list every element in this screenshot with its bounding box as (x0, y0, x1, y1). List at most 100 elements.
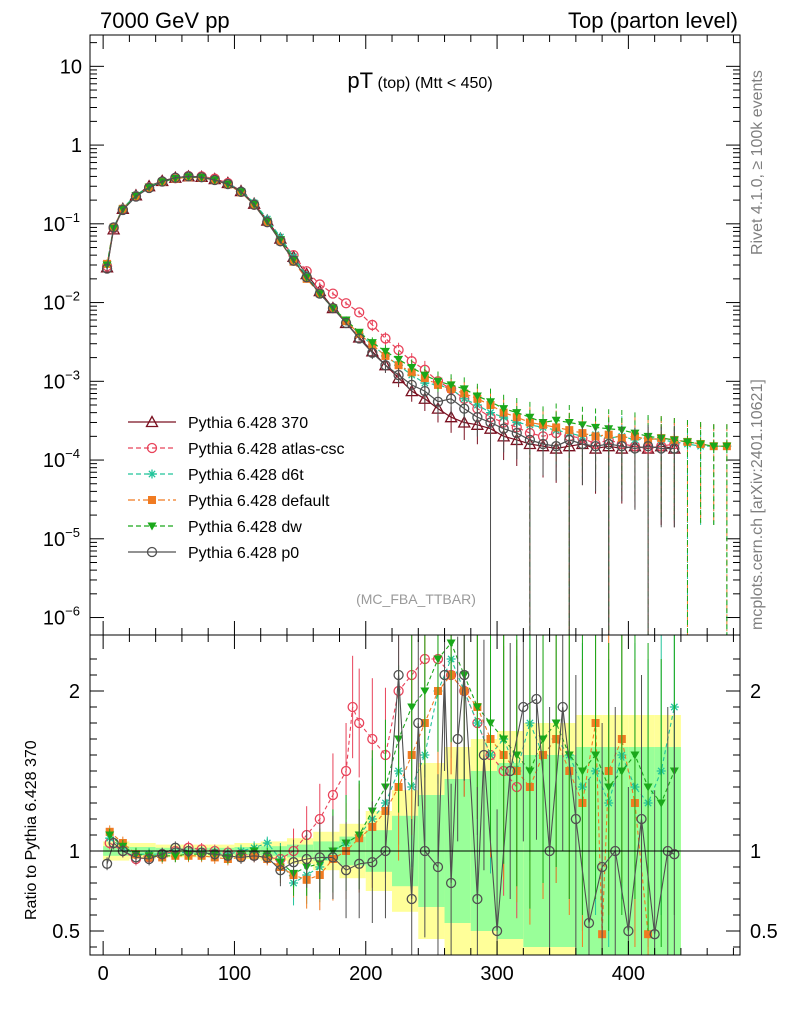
ratio-data-point (413, 717, 424, 729)
ratio-y-tick-label-left: 0.5 (52, 921, 80, 943)
legend-marker (146, 546, 158, 558)
data-point (551, 416, 561, 425)
x-tick-label: 200 (349, 963, 382, 985)
data-point (393, 369, 404, 381)
ratio-data-point (367, 857, 378, 868)
ratio-data-point (439, 669, 450, 681)
data-point (367, 339, 377, 348)
data-point (394, 361, 403, 370)
series-1 (101, 170, 680, 635)
data-point (340, 298, 352, 309)
y-tick-label: 10−1 (43, 210, 80, 236)
ratio-series (101, 635, 680, 955)
ratio-data-point (649, 929, 660, 940)
data-point (354, 307, 365, 318)
ratio-data-point (636, 813, 647, 825)
legend-marker (146, 442, 158, 454)
data-point (446, 381, 456, 390)
data-point (209, 174, 220, 186)
data-point (380, 347, 390, 356)
ratio-data-point (275, 865, 286, 876)
data-point (457, 415, 471, 428)
series-line (106, 175, 675, 450)
plot-title-cut: (Mtt < 450) (415, 75, 493, 92)
data-point (301, 272, 312, 283)
ratio-data-point (420, 687, 430, 696)
y-tick-label: 10−3 (43, 367, 80, 393)
legend-label: Pythia 6.428 dw (188, 519, 302, 536)
ratio-data-point (557, 701, 568, 713)
plot-title-sub: (top) (377, 75, 410, 92)
data-point (552, 423, 561, 432)
ratio-data-point (406, 893, 417, 905)
data-point (564, 434, 575, 446)
ratio-data-point (505, 765, 516, 777)
data-point (394, 355, 404, 364)
ratio-data-point (525, 767, 535, 776)
ratio-y-tick-label-right: 2 (750, 681, 761, 703)
series-line (106, 175, 675, 450)
ratio-data-point (209, 849, 220, 860)
legend-label: Pythia 6.428 370 (188, 415, 308, 432)
ratio-data-point (170, 842, 181, 853)
data-point (512, 409, 522, 418)
data-point (459, 385, 469, 394)
ratio-data-point (518, 701, 529, 713)
ratio-data-point (407, 703, 417, 712)
ratio-data-point (531, 693, 542, 705)
data-point (130, 191, 142, 202)
legend: Pythia 6.428 370 Pythia 6.428 atlas-csc Py… (128, 415, 345, 562)
rivet-label: Rivet 4.1.0, ≥ 100k events (749, 70, 766, 255)
data-point (196, 172, 207, 183)
ratio-data-point (143, 853, 155, 865)
data-point (367, 319, 378, 331)
data-point (380, 333, 391, 344)
series-line (106, 175, 727, 447)
data-point (406, 379, 417, 391)
ratio-y-tick-label-right: 0.5 (750, 921, 778, 943)
ratio-data-point (157, 849, 168, 860)
ratio-data-point (354, 858, 365, 869)
ratio-data-point (452, 733, 463, 745)
ratio-data-point (340, 865, 352, 876)
data-point (459, 403, 470, 414)
data-point (551, 441, 562, 452)
ratio-data-point (538, 735, 548, 744)
data-point (183, 171, 194, 182)
y-tick-label: 10−5 (43, 525, 80, 551)
data-point (722, 442, 732, 451)
data-point (248, 199, 260, 210)
data-point (354, 333, 365, 344)
data-point (327, 288, 339, 299)
legend-label: Pythia 6.428 default (188, 493, 330, 510)
series-3 (103, 173, 731, 635)
data-point (367, 347, 378, 358)
legend-marker (148, 496, 156, 504)
ratio-data-point (472, 703, 482, 712)
data-point (524, 434, 536, 446)
data-point (642, 441, 654, 452)
data-point (669, 443, 680, 454)
data-point (327, 302, 339, 314)
data-point (709, 442, 719, 451)
data-point (485, 417, 496, 428)
ratio-bands (103, 715, 681, 955)
legend-marker (147, 522, 157, 531)
data-point (472, 392, 482, 401)
ratio-data-point (623, 925, 634, 937)
series-0 (100, 169, 681, 635)
legend-marker (145, 415, 159, 428)
ratio-data-point (499, 735, 509, 744)
ratio-data-point (327, 789, 339, 801)
data-point (340, 317, 352, 329)
data-point (157, 176, 168, 187)
ratio-data-point (393, 669, 404, 681)
legend-label: Pythia 6.428 d6t (188, 467, 304, 484)
mcplots-label: mcplots.cern.ch [arXiv:2401.10621] (749, 379, 766, 630)
header-right: Top (parton level) (568, 8, 738, 33)
y-tick-label: 10−6 (43, 604, 80, 630)
ratio-data-point (196, 847, 207, 858)
x-tick-label: 400 (612, 963, 645, 985)
ratio-data-point (101, 858, 113, 869)
legend-label: Pythia 6.428 atlas-csc (188, 441, 345, 458)
